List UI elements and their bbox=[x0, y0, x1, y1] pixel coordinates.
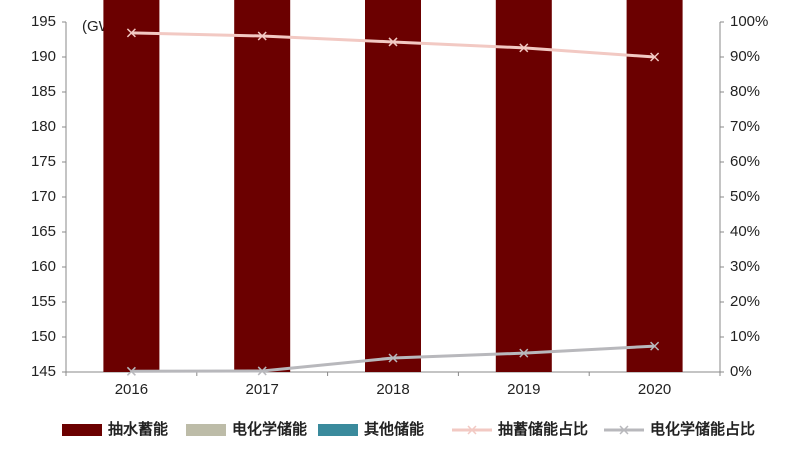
legend-swatch bbox=[318, 424, 358, 436]
bar-segment bbox=[234, 0, 291, 373]
y2-tick-label: 90% bbox=[730, 48, 760, 65]
line-marker bbox=[519, 43, 529, 53]
y-tick-label: 155 bbox=[31, 293, 56, 310]
y-tick-label: 190 bbox=[31, 48, 56, 65]
legend-label: 抽水蓄能 bbox=[108, 420, 168, 438]
legend-label: 抽蓄储能占比 bbox=[498, 420, 588, 438]
x-tick-label: 2017 bbox=[246, 381, 279, 398]
legend-marker bbox=[619, 425, 629, 435]
legend-marker bbox=[467, 425, 477, 435]
y2-tick-label: 100% bbox=[730, 13, 768, 30]
legend-label: 电化学储能占比 bbox=[650, 420, 755, 438]
bar-segment bbox=[365, 0, 421, 372]
y-tick-label: 145 bbox=[31, 363, 56, 380]
bar-segment bbox=[103, 0, 160, 372]
bar-segment bbox=[495, 0, 552, 372]
y-tick-label: 180 bbox=[31, 118, 56, 135]
y-tick-label: 160 bbox=[31, 258, 56, 275]
y2-tick-label: 30% bbox=[730, 258, 760, 275]
line-marker bbox=[126, 366, 136, 376]
x-tick-label: 2016 bbox=[115, 381, 148, 398]
y-tick-label: 175 bbox=[31, 153, 56, 170]
legend-swatch bbox=[186, 424, 226, 436]
x-tick-label: 2020 bbox=[638, 381, 671, 398]
y2-tick-label: 0% bbox=[730, 363, 752, 380]
y2-tick-label: 20% bbox=[730, 293, 760, 310]
legend-swatch bbox=[62, 424, 102, 436]
y-tick-label: 165 bbox=[31, 223, 56, 240]
line-marker bbox=[388, 353, 398, 363]
line-marker bbox=[650, 341, 660, 351]
bar-segment bbox=[626, 0, 683, 373]
line-marker bbox=[650, 52, 660, 62]
x-tick-label: 2018 bbox=[376, 381, 409, 398]
line-marker bbox=[257, 31, 267, 41]
line-marker bbox=[519, 348, 529, 358]
y-tick-label: 195 bbox=[31, 13, 56, 30]
y2-tick-label: 60% bbox=[730, 153, 760, 170]
y2-tick-label: 70% bbox=[730, 118, 760, 135]
legend-label: 电化学储能 bbox=[232, 420, 307, 438]
x-tick-label: 2019 bbox=[507, 381, 540, 398]
line-marker bbox=[126, 28, 136, 38]
y2-tick-label: 40% bbox=[730, 223, 760, 240]
line-marker bbox=[257, 366, 267, 376]
y-tick-label: 150 bbox=[31, 328, 56, 345]
line-marker bbox=[388, 37, 398, 47]
y2-tick-label: 10% bbox=[730, 328, 760, 345]
y2-tick-label: 50% bbox=[730, 188, 760, 205]
legend-label: 其他储能 bbox=[364, 420, 424, 438]
y-tick-label: 185 bbox=[31, 83, 56, 100]
y2-tick-label: 80% bbox=[730, 83, 760, 100]
y-tick-label: 170 bbox=[31, 188, 56, 205]
